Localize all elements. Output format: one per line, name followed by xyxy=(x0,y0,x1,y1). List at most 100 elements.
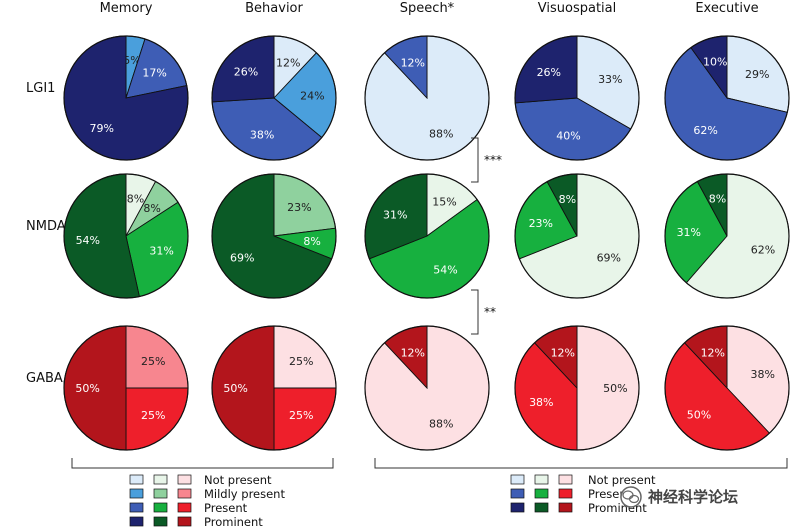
slice-label-present: 62% xyxy=(693,124,717,137)
legend-swatch-prominent xyxy=(510,502,525,513)
pie-outline xyxy=(514,35,640,161)
slice-label-not-present: 33% xyxy=(598,73,622,86)
wechat-icon xyxy=(620,486,642,508)
pie-outline xyxy=(211,35,337,161)
pie-outline xyxy=(364,173,490,299)
slice-label-prominent: 8% xyxy=(709,193,726,206)
legend-swatch-not-present xyxy=(129,474,144,485)
slice-label-present: 8% xyxy=(303,235,320,248)
slice-label-prominent: 10% xyxy=(703,55,727,68)
bracket-line xyxy=(471,289,479,335)
row-label-lgi1: LGI1 xyxy=(26,81,55,96)
slice-label-prominent: 8% xyxy=(559,193,576,206)
significance-markers: ***** xyxy=(471,137,502,335)
slice-label-prominent: 79% xyxy=(89,122,113,135)
pie-outline xyxy=(514,173,640,299)
legend-bracket xyxy=(374,458,788,469)
pie-gababr-executive: 38% 50% 12% xyxy=(664,325,790,451)
significance-bracket: ** xyxy=(471,289,496,335)
column-title-behavior: Behavior xyxy=(245,1,303,16)
slice-label-present: 38% xyxy=(250,129,274,142)
legend-swatch-prominent xyxy=(129,516,144,527)
slice-label-present: 38% xyxy=(529,396,553,409)
pie-nmdar-behavior: 23% 8% 69% xyxy=(211,173,337,299)
pie-lgi1-memory: 5%17% 79% xyxy=(63,35,189,161)
legend-swatch-present xyxy=(510,488,525,499)
column-title-memory: Memory xyxy=(100,1,153,16)
slice-label-not-present: 69% xyxy=(597,252,621,265)
pie-outline xyxy=(63,35,189,161)
slice-label-prominent: 12% xyxy=(401,346,425,359)
legend-label-not-present: Not present xyxy=(588,473,656,487)
pie-gababr-speech: 88% 12% xyxy=(364,325,490,451)
legend-label-mildly-present: Mildly present xyxy=(204,487,285,501)
pie-nmdar-speech: 15% 54% 31% xyxy=(364,173,490,299)
slice-label-not-present: 29% xyxy=(745,68,769,81)
pie-outline xyxy=(664,325,790,451)
column-title-speech: Speech* xyxy=(400,1,455,16)
slice-label-present: 54% xyxy=(433,264,457,277)
slice-label-prominent: 50% xyxy=(223,382,247,395)
legend-swatch-present xyxy=(129,502,144,513)
slice-label-not-present: 88% xyxy=(429,418,453,431)
legend-swatch-not-present xyxy=(558,474,573,485)
pie-lgi1-executive: 29% 62% 10% xyxy=(664,35,790,161)
column-title-visuospatial: Visuospatial xyxy=(538,1,616,16)
pie-outline xyxy=(664,35,790,161)
slice-label-present: 23% xyxy=(529,217,553,230)
bracket-line xyxy=(471,137,479,183)
slice-label-not-present: 15% xyxy=(432,196,456,209)
slice-label-not-present: 62% xyxy=(751,244,775,257)
legend-swatch-prominent xyxy=(534,502,549,513)
slice-label-prominent: 54% xyxy=(76,234,100,247)
legend-swatch-present xyxy=(558,488,573,499)
significance-label: ** xyxy=(484,305,496,319)
slice-label-prominent: 12% xyxy=(701,346,725,359)
slice-label-present: 25% xyxy=(141,409,165,422)
slice-label-prominent: 69% xyxy=(230,252,254,265)
watermark: 神经科学论坛 xyxy=(620,486,738,508)
legend-swatch-mildly-present xyxy=(177,488,192,499)
pie-lgi1-visuospatial: 33% 40% 26% xyxy=(514,35,640,161)
pie-outline xyxy=(211,325,337,451)
slice-label-mildly-present: 5% xyxy=(123,54,140,67)
pie-nmdar-executive: 62% 31% 8% xyxy=(664,173,790,299)
pie-lgi1-behavior: 12% 24% 38% 26% xyxy=(211,35,337,161)
slice-label-prominent: 12% xyxy=(551,346,575,359)
legend-swatch-mildly-present xyxy=(153,488,168,499)
legend-swatch-not-present xyxy=(153,474,168,485)
slice-label-mildly-present: 25% xyxy=(141,355,165,368)
legend-swatch-present xyxy=(534,488,549,499)
slice-label-mildly-present: 8% xyxy=(143,202,160,215)
pie-gababr-behavior: 25% 25% 50% xyxy=(211,325,337,451)
legend-swatch-prominent xyxy=(177,516,192,527)
slice-label-not-present: 88% xyxy=(429,128,453,141)
pie-nmdar-visuospatial: 69% 23% 8% xyxy=(514,173,640,299)
slice-label-mildly-present: 23% xyxy=(287,201,311,214)
legend-bracket xyxy=(71,458,334,469)
legend-label-not-present: Not present xyxy=(204,473,272,487)
pie-outline xyxy=(63,325,189,451)
pie-nmdar-memory: 8%8% 31% 54% xyxy=(63,173,189,299)
slice-label-not-present: 8% xyxy=(127,193,144,206)
pie-outline xyxy=(63,173,189,299)
legend-swatch-not-present xyxy=(534,474,549,485)
pie-outline xyxy=(514,325,640,451)
slice-label-present: 17% xyxy=(142,66,166,79)
legend-swatch-present xyxy=(177,502,192,513)
slice-label-present: 40% xyxy=(556,130,580,143)
legend-swatch-mildly-present xyxy=(129,488,144,499)
pie-gababr-visuospatial: 50% 38% 12% xyxy=(514,325,640,451)
legend-label-prominent: Prominent xyxy=(204,515,263,529)
row-label-nmdar: NMDAR xyxy=(26,219,75,234)
slice-label-prominent: 31% xyxy=(383,208,407,221)
slice-label-present: 50% xyxy=(687,408,711,421)
slice-label-not-present: 50% xyxy=(603,382,627,395)
slice-label-mildly-present: 24% xyxy=(300,90,324,103)
slice-label-not-present: 12% xyxy=(276,56,300,69)
pie-outline xyxy=(364,325,490,451)
slice-label-present: 12% xyxy=(401,56,425,69)
